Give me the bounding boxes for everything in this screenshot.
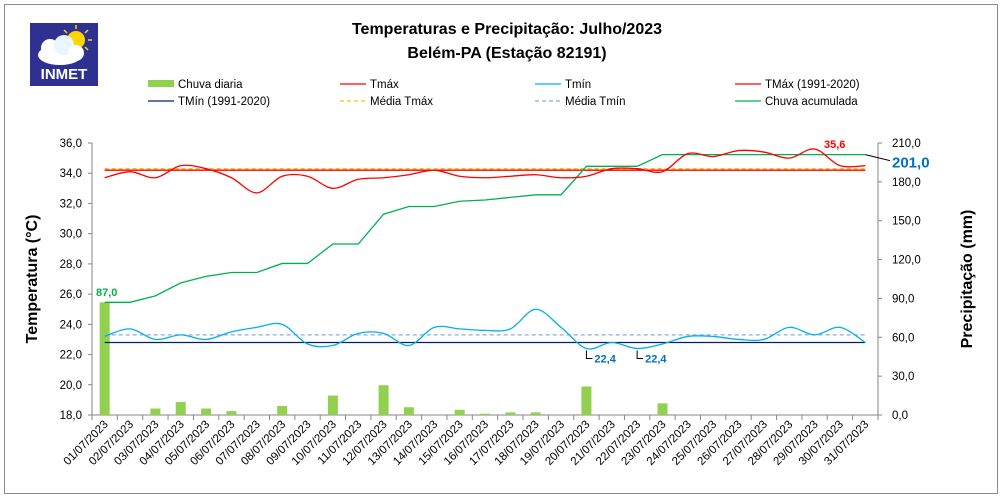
rain-bar <box>454 409 465 415</box>
legend-label: Tmáx <box>370 79 399 91</box>
rain-bar <box>505 412 516 415</box>
legend-label: Média Tmín <box>565 96 626 108</box>
y2-tick-label: 0,0 <box>892 410 908 422</box>
rain-bar <box>201 408 212 415</box>
y2-tick-label: 60,0 <box>892 332 914 344</box>
rain-bar <box>530 412 541 415</box>
leader-line <box>865 154 891 162</box>
y2-axis-title: Precipitação (mm) <box>959 210 976 349</box>
legend-label: TMáx (1991-2020) <box>765 79 860 91</box>
annotation-rain-first: 87,0 <box>96 287 117 299</box>
y2-tick-label: 150,0 <box>892 216 921 228</box>
y-tick-label: 30,0 <box>60 229 82 241</box>
y2-tick-label: 180,0 <box>892 177 921 189</box>
rain-bar <box>175 402 186 415</box>
annotation-tmin-low: 22,4 <box>594 354 616 366</box>
legend-label: TMín (1991-2020) <box>178 96 270 108</box>
line-tmin <box>104 308 866 350</box>
rain-bar <box>403 407 414 415</box>
y-tick-label: 18,0 <box>60 410 82 422</box>
line-tmax <box>104 148 866 194</box>
y-tick-label: 26,0 <box>60 289 82 301</box>
rain-bar <box>581 386 592 415</box>
leader-line <box>585 350 593 360</box>
annotation-tmin-low: 22,4 <box>645 354 667 366</box>
rain-bar <box>657 403 668 415</box>
legend-swatch <box>148 80 174 87</box>
rain-bar <box>480 413 490 415</box>
y2-tick-label: 120,0 <box>892 255 921 267</box>
y-tick-label: 32,0 <box>60 198 82 210</box>
legend-label: Média Tmáx <box>370 96 433 108</box>
legend-label: Chuva acumulada <box>765 96 858 108</box>
rain-bar <box>378 385 389 415</box>
rain-bar <box>150 408 161 415</box>
chart-subtitle: Belém-PA (Estação 82191) <box>407 45 606 62</box>
leader-line <box>636 350 644 360</box>
inmet-logo: INMET <box>30 23 98 86</box>
y-tick-label: 28,0 <box>60 259 82 271</box>
y-tick-label: 20,0 <box>60 380 82 392</box>
annotation-tmax-peak: 35,6 <box>824 139 845 151</box>
y-tick-label: 24,0 <box>60 319 82 331</box>
y-tick-label: 34,0 <box>60 168 82 180</box>
rain-bar <box>277 405 288 415</box>
logo-text: INMET <box>40 66 88 83</box>
annotation-rain-total: 201,0 <box>892 155 930 172</box>
chart-title: Temperaturas e Precipitação: Julho/2023 <box>352 21 662 38</box>
y-tick-label: 22,0 <box>60 350 82 362</box>
rain-bar <box>327 395 338 415</box>
y-tick-label: 36,0 <box>60 138 82 150</box>
sun-cloud-icon <box>38 25 92 65</box>
chart-frame <box>4 4 998 494</box>
y-axis-title: Temperatura (°C) <box>24 215 41 344</box>
legend-label: Tmín <box>565 79 591 91</box>
y2-tick-label: 30,0 <box>892 371 914 383</box>
legend-label: Chuva diaria <box>178 79 243 91</box>
line-chuva-acumulada <box>104 154 866 303</box>
y2-tick-label: 210,0 <box>892 138 921 150</box>
rain-bar <box>226 411 237 415</box>
y2-tick-label: 90,0 <box>892 293 914 305</box>
rain-bar <box>99 302 110 415</box>
